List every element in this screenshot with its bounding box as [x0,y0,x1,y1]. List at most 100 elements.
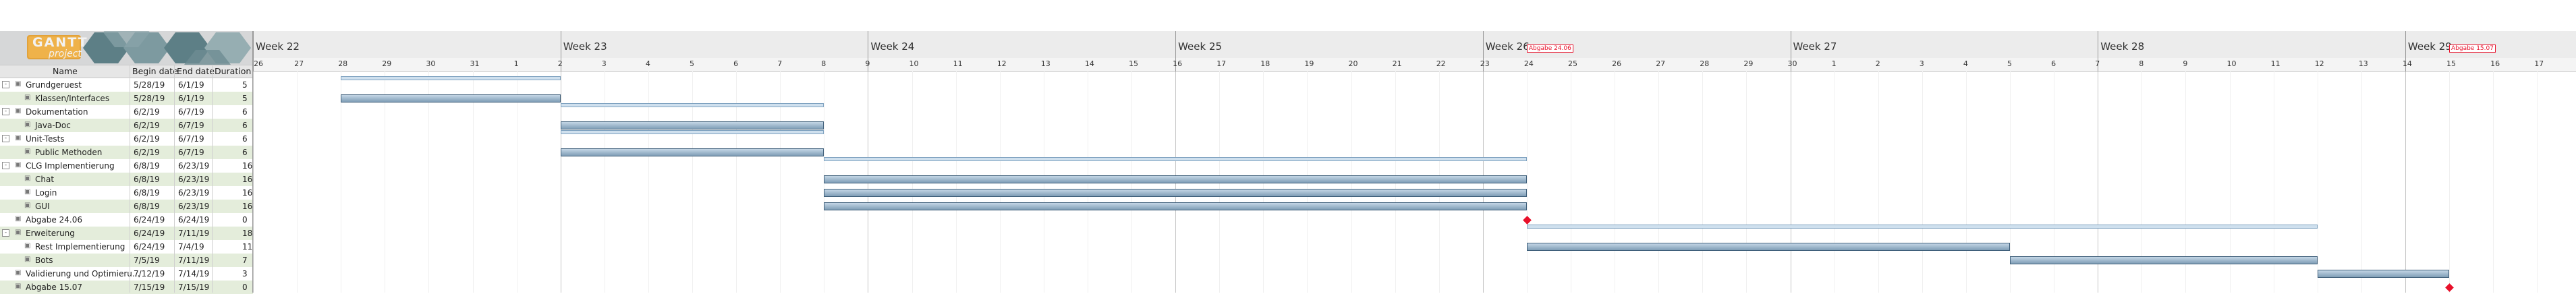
day-label: 25 [1568,59,1577,68]
day-label: 16 [2490,59,2500,68]
collapse-toggle-icon[interactable]: - [2,229,9,237]
task-end-date: 6/23/19 [178,175,210,184]
column-begin-header[interactable]: Begin date [132,66,178,76]
day-label: 18 [1260,59,1270,68]
task-bar[interactable] [2010,256,2318,264]
task-row[interactable]: ▣ Klassen/Interfaces 5/28/19 6/1/19 5 [0,92,253,105]
task-duration: 16 [242,175,253,184]
task-row[interactable]: ▣ Rest Implementierung 6/24/19 7/4/19 11 [0,240,253,254]
column-name-header[interactable]: Name [53,66,78,76]
task-row[interactable]: ▣ Abgabe 15.07 7/15/19 7/15/19 0 [0,281,253,294]
task-name: Chat [35,175,55,184]
grid-line [2185,71,2187,293]
day-label: 27 [1656,59,1666,68]
week-tick [2405,31,2406,71]
day-label: 4 [1963,59,1968,68]
summary-bar[interactable] [824,157,1527,161]
day-label: 19 [1304,59,1314,68]
task-row[interactable]: ▣ Bots 7/5/19 7/11/19 7 [0,254,253,267]
task-row[interactable]: ▣ Login 6/8/19 6/23/19 16 [0,186,253,200]
week-label: Week 26 [1485,40,1530,53]
task-icon: ▣ [15,134,22,142]
task-end-date: 6/23/19 [178,188,210,198]
week-label: Week 28 [2100,40,2145,53]
task-name: Grundgeruest [26,80,82,90]
collapse-toggle-icon[interactable]: - [2,108,9,115]
task-row[interactable]: ▣ Public Methoden 6/2/19 6/7/19 6 [0,146,253,159]
task-bar[interactable] [1526,243,2010,251]
column-end-header[interactable]: End date [177,66,215,76]
week-header [253,31,2576,59]
collapse-toggle-icon[interactable]: - [2,162,9,169]
task-begin-date: 6/8/19 [134,188,160,198]
task-row[interactable]: - ▣ Unit-Tests 6/2/19 6/7/19 6 [0,132,253,146]
task-begin-date: 6/2/19 [134,121,160,130]
task-row[interactable]: - ▣ Grundgeruest 5/28/19 6/1/19 5 [0,78,253,92]
collapse-toggle-icon[interactable]: - [2,135,9,142]
day-label: 2 [557,59,563,68]
task-name: Abgabe 24.06 [26,215,82,225]
summary-bar[interactable] [1526,225,2318,229]
day-label: 11 [953,59,963,68]
task-duration: 6 [242,148,248,157]
summary-bar[interactable] [560,103,824,107]
task-row[interactable]: ▣ GUI 6/8/19 6/23/19 16 [0,200,253,213]
day-label: 26 [254,59,263,68]
milestone-marker[interactable] [2445,283,2454,292]
day-label: 5 [690,59,694,68]
logo-subtitle: project [49,49,82,59]
summary-bar[interactable] [560,130,824,134]
task-begin-date: 6/8/19 [134,161,160,171]
task-name: Klassen/Interfaces [35,94,110,103]
day-label: 1 [513,59,519,68]
task-bar[interactable] [2317,270,2449,278]
task-end-date: 7/14/19 [178,269,210,278]
grid-line [1878,71,1879,293]
summary-bar[interactable] [341,76,561,80]
task-row[interactable]: ▣ Chat 6/8/19 6/23/19 16 [0,173,253,186]
task-row[interactable]: - ▣ Erweiterung 6/24/19 7/11/19 18 [0,227,253,240]
milestone-marker[interactable] [1523,216,1532,225]
task-bar[interactable] [560,121,824,129]
task-bar[interactable] [824,202,1527,210]
day-label: 7 [777,59,783,68]
task-end-date: 6/1/19 [178,94,204,103]
task-end-date: 6/23/19 [178,161,210,171]
grid-line [1526,71,1528,293]
task-icon: ▣ [24,148,31,155]
deadline-flag: Abgabe 15.07 [2449,45,2496,53]
collapse-toggle-icon[interactable]: - [2,81,9,88]
task-row[interactable]: - ▣ Dokumentation 6/2/19 6/7/19 6 [0,105,253,119]
task-begin-date: 5/28/19 [134,94,165,103]
grid-line [648,71,649,293]
task-row[interactable]: ▣ Java-Doc 6/2/19 6/7/19 6 [0,119,253,132]
task-end-date: 6/23/19 [178,202,210,211]
task-bar[interactable] [824,189,1527,197]
grid-line [1702,71,1704,293]
task-end-date: 6/1/19 [178,80,204,90]
task-row[interactable]: ▣ Abgabe 24.06 6/24/19 6/24/19 0 [0,213,253,227]
deadline-flag: Abgabe 24.06 [1526,45,1573,53]
column-divider [174,65,175,293]
task-row[interactable]: - ▣ CLG Implementierung 6/8/19 6/23/19 16 [0,159,253,173]
grid-line [2449,71,2450,293]
table-chart-divider[interactable] [252,31,253,293]
task-bar[interactable] [560,148,824,156]
column-duration-header[interactable]: Duration [215,66,252,76]
task-row[interactable]: ▣ Validierung und Optimieru... 7/12/19 7/14… [0,267,253,281]
day-header [253,58,2576,72]
task-begin-date: 7/5/19 [134,256,160,265]
week-label: Week 23 [563,40,607,53]
day-label: 29 [1743,59,1754,68]
task-duration: 16 [242,202,253,211]
task-begin-date: 6/24/19 [134,215,165,225]
task-begin-date: 6/8/19 [134,202,160,211]
task-name: Rest Implementierung [35,242,125,252]
task-begin-date: 6/2/19 [134,148,160,157]
grid-line [472,71,474,293]
day-label: 17 [1216,59,1227,68]
task-bar[interactable] [341,94,561,102]
day-label: 10 [909,59,919,68]
task-bar[interactable] [824,175,1527,183]
task-icon: ▣ [15,229,22,236]
